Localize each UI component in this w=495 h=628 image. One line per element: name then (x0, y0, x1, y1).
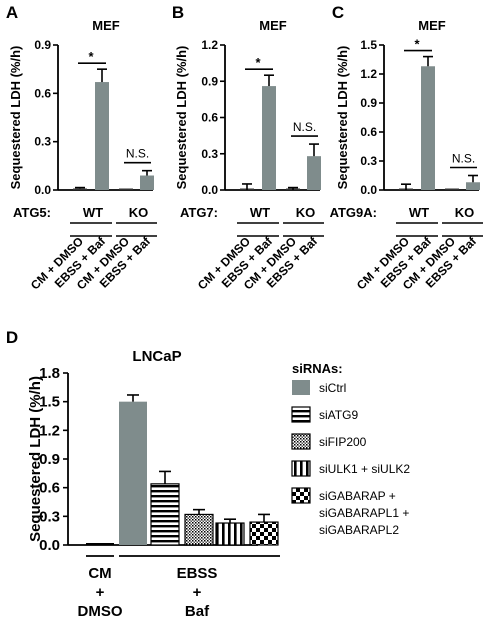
y-tick-label: 0.9 (360, 96, 377, 110)
legend-label: siGABARAPL2 (319, 523, 399, 537)
panel-title: MEF (92, 18, 120, 33)
ns-label: N.S. (293, 120, 316, 134)
panel-letter: B (172, 3, 184, 22)
legend-swatch (291, 406, 311, 423)
group-label-wt: WT (409, 205, 429, 220)
group-label-cm: + (96, 584, 105, 601)
y-tick-label: 0.0 (39, 537, 60, 554)
y-tick-label: 0.6 (360, 125, 377, 139)
y-tick-label: 0.6 (201, 111, 218, 125)
significance-star: * (414, 37, 420, 52)
panel-title: LNCaP (132, 348, 181, 365)
y-tick-label: 0.9 (39, 451, 60, 468)
genotype-label: ATG5: (13, 205, 51, 220)
legend-label: siATG9 (319, 408, 358, 422)
ns-label: N.S. (452, 152, 475, 166)
y-tick-label: 0.3 (201, 147, 218, 161)
y-tick-label: 0.3 (39, 508, 60, 525)
bar (184, 513, 214, 546)
panel-d: D LNCaP Sequestered LDH (%/h)0.0 0.3 0.6 0.9 1… (6, 328, 411, 620)
bar (95, 82, 109, 190)
legend-label: siCtrl (319, 381, 346, 395)
bar (119, 401, 147, 545)
panel-title: MEF (418, 18, 446, 33)
y-axis-label: Sequestered LDH (%/h) (174, 46, 189, 190)
y-tick-label: 1.2 (360, 67, 377, 81)
group-label-ko: KO (455, 205, 475, 220)
legend-label: siULK1 + siULK2 (319, 462, 410, 476)
bar (421, 66, 435, 190)
group-label-ebss: EBSS (177, 565, 218, 582)
significance-star: * (255, 55, 261, 70)
y-tick-label: 1.5 (360, 38, 377, 52)
y-tick-label: 0.6 (34, 86, 51, 100)
bar (119, 188, 133, 190)
bar (73, 188, 87, 190)
legend-title: siRNAs: (292, 361, 343, 376)
y-tick-label: 0.0 (360, 183, 377, 197)
panel-c: C MEF Sequestered LDH (%/h) 0.0 0.3 0.6 0.9 1.2… (330, 3, 483, 292)
y-tick-label: 1.8 (39, 365, 60, 382)
legend-label: siGABARAPL1 + (319, 506, 409, 520)
group-label-cm: DMSO (78, 603, 123, 620)
ns-label: N.S. (126, 147, 149, 161)
panel-a: A MEF Sequestered LDH (%/h) 0.0 0.3 0.6 0.9 * N.… (6, 3, 157, 292)
group-label-ko: KO (296, 205, 316, 220)
legend-label: siGABARAP + (319, 489, 396, 503)
legend-swatch (291, 433, 311, 450)
panel-letter: D (6, 328, 18, 347)
y-tick-label: 0.0 (34, 183, 51, 197)
legend-swatch (291, 487, 311, 504)
bar (262, 86, 276, 190)
bar (466, 182, 480, 190)
y-axis-label: Sequestered LDH (%/h) (8, 46, 23, 190)
group-label-wt: WT (250, 205, 270, 220)
group-label-ebss: + (193, 584, 202, 601)
legend-swatch (292, 380, 310, 395)
y-tick-label: 0.6 (39, 480, 60, 497)
y-tick-label: 0.0 (201, 183, 218, 197)
bar (445, 188, 459, 190)
y-tick-label: 1.2 (201, 38, 218, 52)
panel-letter: C (332, 3, 344, 22)
genotype-label: ATG9A: (330, 205, 377, 220)
significance-star: * (88, 49, 94, 64)
y-tick-label: 0.9 (201, 74, 218, 88)
bar (140, 175, 154, 190)
bar (307, 156, 321, 190)
genotype-label: ATG7: (180, 205, 218, 220)
bar (249, 521, 279, 546)
legend-label: siFIP200 (319, 435, 367, 449)
legend-swatch (291, 460, 311, 477)
panel-letter: A (6, 3, 18, 22)
y-axis-label: Sequestered LDH (%/h) (335, 46, 350, 190)
group-label-ko: KO (129, 205, 149, 220)
bar (150, 483, 180, 546)
y-tick-label: 1.2 (39, 422, 60, 439)
bar (215, 522, 245, 546)
group-label-wt: WT (83, 205, 103, 220)
y-tick-label: 0.3 (34, 135, 51, 149)
panel-title: MEF (259, 18, 287, 33)
group-label-cm: CM (88, 565, 111, 582)
y-tick-label: 1.5 (39, 394, 60, 411)
y-tick-label: 0.3 (360, 154, 377, 168)
y-axis-label: Sequestered LDH (%/h) (27, 376, 44, 542)
y-tick-label: 0.9 (34, 38, 51, 52)
panel-b: B MEF Sequestered LDH (%/h) 0.0 0.3 0.6 0.9 1.2… (172, 3, 324, 292)
group-label-ebss: Baf (185, 603, 210, 620)
